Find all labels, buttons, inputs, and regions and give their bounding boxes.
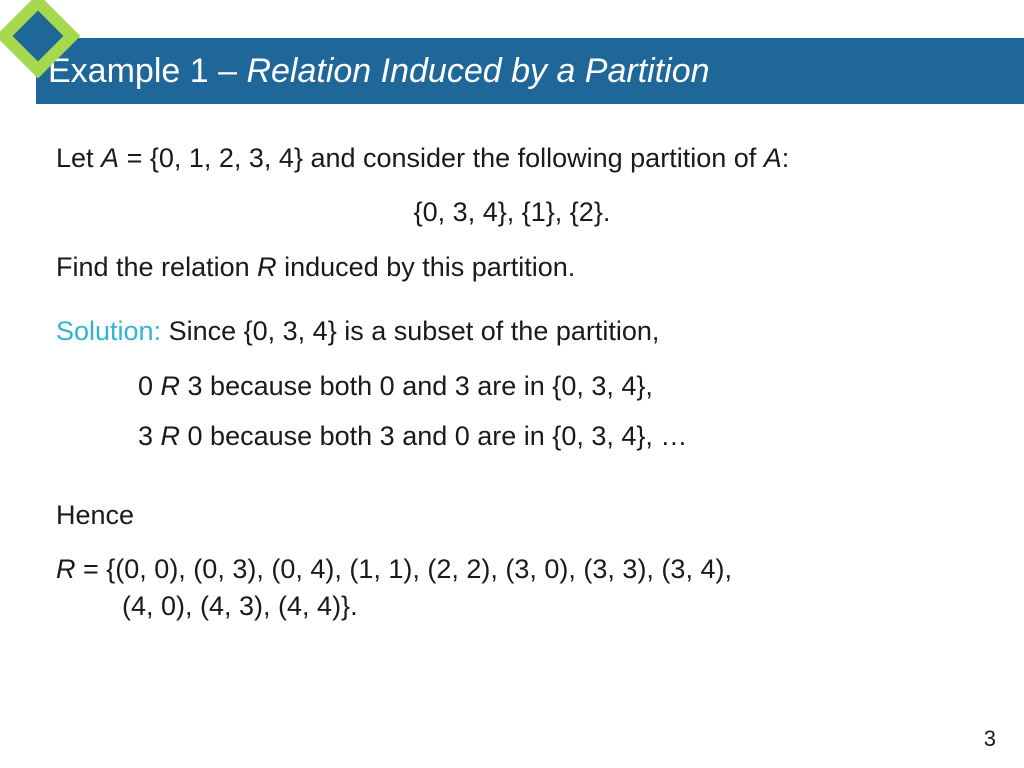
hence-label: Hence — [56, 497, 968, 533]
text: Find the relation — [56, 252, 257, 282]
solution-label: Solution: — [56, 316, 161, 346]
text: = {(0, 0), (0, 3), (0, 4), (1, 1), (2, 2… — [76, 554, 732, 584]
problem-question: Find the relation R induced by this part… — [56, 249, 968, 285]
result-relation: R = {(0, 0), (0, 3), (0, 4), (1, 1), (2,… — [56, 551, 968, 624]
text: Let — [56, 143, 101, 173]
solution-step-2: 3 R 0 because both 3 and 0 are in {0, 3,… — [138, 418, 968, 454]
text: Since {0, 3, 4} is a subset of the parti… — [161, 316, 659, 346]
title-prefix: Example 1 – — [48, 52, 246, 90]
variable-R: R — [56, 554, 76, 584]
problem-statement-line1: Let A = {0, 1, 2, 3, 4} and consider the… — [56, 140, 968, 176]
text: induced by this partition. — [277, 252, 576, 282]
slide-content: Let A = {0, 1, 2, 3, 4} and consider the… — [56, 140, 968, 624]
variable-A: A — [764, 143, 782, 173]
page-number: 3 — [984, 726, 996, 752]
title-bar: Example 1 – Relation Induced by a Partit… — [36, 38, 1024, 104]
text: 3 — [138, 421, 161, 451]
solution-intro: Solution: Since {0, 3, 4} is a subset of… — [56, 313, 968, 349]
variable-R: R — [161, 371, 181, 401]
text: = {0, 1, 2, 3, 4} and consider the follo… — [119, 143, 764, 173]
slide-title: Example 1 – Relation Induced by a Partit… — [48, 52, 710, 91]
variable-R: R — [161, 421, 181, 451]
text: 0 — [138, 371, 161, 401]
partition-sets: {0, 3, 4}, {1}, {2}. — [56, 194, 968, 230]
solution-step-1: 0 R 3 because both 0 and 3 are in {0, 3,… — [138, 368, 968, 404]
text: 0 because both 3 and 0 are in {0, 3, 4},… — [180, 421, 687, 451]
text: 3 because both 0 and 3 are in {0, 3, 4}, — [180, 371, 653, 401]
text: (4, 0), (4, 3), (4, 4)}. — [122, 588, 968, 624]
variable-A: A — [101, 143, 119, 173]
text: : — [782, 143, 790, 173]
variable-R: R — [257, 252, 277, 282]
title-subtitle: Relation Induced by a Partition — [246, 52, 709, 90]
